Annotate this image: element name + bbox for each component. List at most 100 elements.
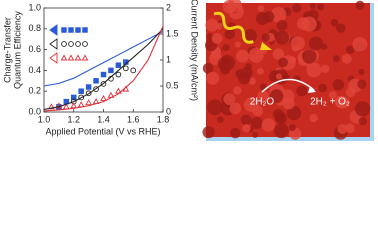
data-point [100,81,107,87]
light-arrow [260,42,272,50]
particle [355,0,365,10]
particle [248,47,264,63]
data-point [70,94,77,101]
particles [202,0,371,140]
data-point [100,94,107,101]
particle [206,99,223,116]
particle [257,5,265,12]
particle [345,87,356,98]
x-tick-label: 1.4 [97,114,110,124]
reactant: 2H₂O [250,97,275,108]
particle [234,41,241,48]
particle [261,118,276,132]
x-tick-label: 1.6 [127,114,140,124]
particle [257,90,270,103]
particle [328,91,337,100]
particle [296,85,308,97]
particle [224,28,236,40]
particle [278,57,288,68]
particle [308,36,323,51]
particle [202,63,214,74]
particle [318,83,328,93]
particle [332,55,340,63]
legend-arrow [49,52,58,64]
particle [240,114,252,126]
particle [317,3,325,11]
data-point [115,71,122,78]
particle [235,49,249,63]
legend-marker [82,27,88,33]
legend-marker [75,27,81,33]
particle [309,113,318,123]
particle [257,67,264,75]
particle [290,36,305,51]
particle [252,105,264,117]
data-point [55,102,63,109]
y2-tick-label: 2 [166,2,171,12]
particle [230,127,241,139]
particle [309,2,316,10]
particle [344,123,355,134]
reaction-arrowhead [308,86,316,93]
particle [223,93,236,106]
particle [261,33,270,42]
data-point [77,101,85,108]
particle [301,16,317,32]
particle [354,101,371,117]
particle [358,117,368,126]
particle [306,62,322,78]
particle [202,126,215,139]
light-wave [213,11,254,44]
legend-marker [74,54,82,61]
legend-marker [67,54,75,61]
particle [229,102,242,115]
data-point [70,102,78,109]
x-axis-label: Applied Potential (V vs RHE) [45,126,160,136]
particle [269,89,284,103]
legend-marker [68,27,74,33]
legend-marker [68,41,74,47]
current-line [43,28,164,110]
data-point [85,99,92,106]
particle [335,95,349,109]
y2-axis-label: Current Density (mA/cm²) [190,0,200,101]
y-tick-label: 0.6 [28,44,41,54]
y-tick-label: 0.8 [28,23,41,33]
particle [250,117,263,129]
legend-marker [81,54,89,61]
y-axis-label: Charge-Transfer [2,17,12,83]
legend-arrow [49,38,58,50]
y2-tick-label: 1.5 [166,28,179,38]
particle [275,73,282,80]
particle [222,0,237,14]
data-point [93,78,99,84]
particle [289,124,296,132]
x-tick-label: 1.0 [38,114,51,124]
particle [302,49,317,64]
particle [215,22,223,30]
y-tick-label: 0.2 [28,86,41,96]
particle [337,123,348,135]
legend-marker [60,54,68,61]
particle [238,72,251,85]
data-point [130,67,137,74]
data-point [85,90,92,97]
data-point [78,94,85,101]
particle [248,77,256,85]
particle [205,18,219,32]
legend-marker [61,27,67,33]
products: 2H₂ + O₂ [310,97,350,108]
data-point [108,67,114,74]
particle [358,68,365,76]
particle [206,71,220,85]
particle [275,30,290,45]
legend-marker [61,41,67,47]
particle [222,44,230,52]
y2-tick-label: 0.5 [166,80,179,90]
data-point [93,86,99,92]
data-point [115,62,122,68]
current-line [43,30,164,87]
particle [255,12,269,26]
y-tick-label: 0.0 [28,106,41,116]
particle [242,124,251,133]
